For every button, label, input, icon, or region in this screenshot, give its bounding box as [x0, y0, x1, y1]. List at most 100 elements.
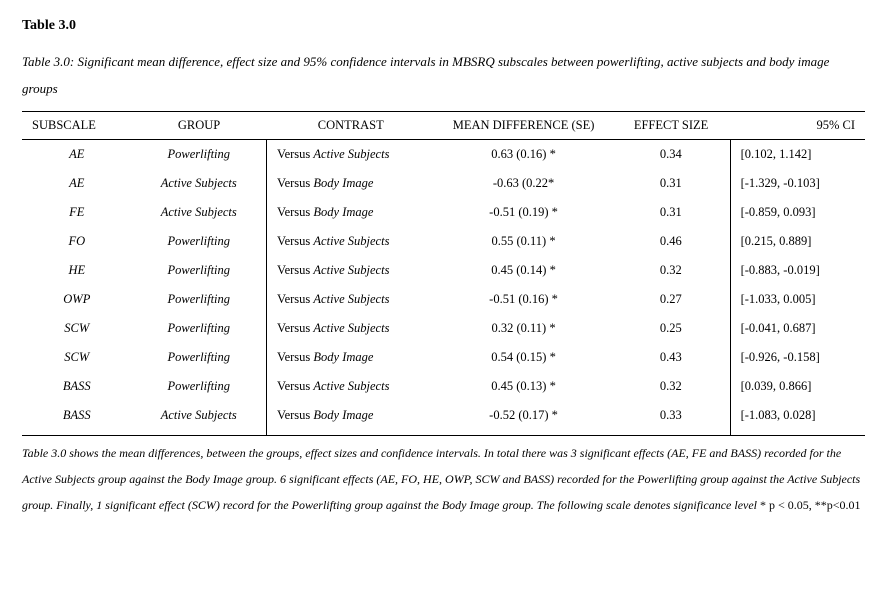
cell-mean-diff: -0.63 (0.22*: [435, 169, 612, 198]
cell-mean-diff: -0.51 (0.19) *: [435, 198, 612, 227]
contrast-versus: Versus: [277, 321, 313, 335]
cell-subscale: HE: [22, 256, 132, 285]
footnote-text: Table 3.0 shows the mean differences, be…: [22, 446, 860, 513]
cell-contrast: Versus Body Image: [266, 169, 435, 198]
cell-mean-diff: 0.55 (0.11) *: [435, 227, 612, 256]
contrast-target: Body Image: [313, 408, 373, 422]
cell-contrast: Versus Body Image: [266, 401, 435, 436]
contrast-target: Active Subjects: [313, 292, 389, 306]
contrast-target: Active Subjects: [313, 263, 389, 277]
cell-ci: [-0.883, -0.019]: [730, 256, 865, 285]
table-row: SCWPowerliftingVersus Body Image0.54 (0.…: [22, 343, 865, 372]
contrast-target: Active Subjects: [313, 379, 389, 393]
table-row: FEActive SubjectsVersus Body Image-0.51 …: [22, 198, 865, 227]
cell-effect-size: 0.32: [612, 256, 730, 285]
col-effect: EFFECT SIZE: [612, 111, 730, 139]
contrast-versus: Versus: [277, 263, 313, 277]
col-group: GROUP: [132, 111, 267, 139]
cell-ci: [0.215, 0.889]: [730, 227, 865, 256]
contrast-versus: Versus: [277, 350, 313, 364]
contrast-target: Body Image: [313, 205, 373, 219]
cell-mean-diff: 0.45 (0.14) *: [435, 256, 612, 285]
cell-subscale: FE: [22, 198, 132, 227]
contrast-versus: Versus: [277, 234, 313, 248]
table-row: AEPowerliftingVersus Active Subjects0.63…: [22, 139, 865, 169]
cell-effect-size: 0.31: [612, 198, 730, 227]
cell-effect-size: 0.32: [612, 372, 730, 401]
cell-contrast: Versus Active Subjects: [266, 314, 435, 343]
cell-mean-diff: 0.45 (0.13) *: [435, 372, 612, 401]
cell-subscale: BASS: [22, 372, 132, 401]
table-row: OWPPowerliftingVersus Active Subjects-0.…: [22, 285, 865, 314]
cell-contrast: Versus Active Subjects: [266, 372, 435, 401]
cell-contrast: Versus Active Subjects: [266, 285, 435, 314]
cell-ci: [-0.859, 0.093]: [730, 198, 865, 227]
table-caption: Table 3.0: Significant mean difference, …: [22, 48, 865, 103]
cell-group: Active Subjects: [132, 169, 267, 198]
contrast-versus: Versus: [277, 379, 313, 393]
footnote-significance: * p < 0.05, **p<0.01: [760, 498, 861, 512]
cell-effect-size: 0.34: [612, 139, 730, 169]
cell-ci: [-1.033, 0.005]: [730, 285, 865, 314]
cell-effect-size: 0.46: [612, 227, 730, 256]
table-header-row: SUBSCALE GROUP CONTRAST MEAN DIFFERENCE …: [22, 111, 865, 139]
cell-effect-size: 0.43: [612, 343, 730, 372]
cell-subscale: OWP: [22, 285, 132, 314]
contrast-versus: Versus: [277, 292, 313, 306]
cell-ci: [0.102, 1.142]: [730, 139, 865, 169]
cell-group: Active Subjects: [132, 198, 267, 227]
cell-group: Powerlifting: [132, 372, 267, 401]
cell-ci: [-0.041, 0.687]: [730, 314, 865, 343]
contrast-target: Active Subjects: [313, 234, 389, 248]
cell-group: Powerlifting: [132, 227, 267, 256]
contrast-versus: Versus: [277, 408, 313, 422]
cell-mean-diff: 0.54 (0.15) *: [435, 343, 612, 372]
cell-group: Powerlifting: [132, 343, 267, 372]
cell-subscale: AE: [22, 139, 132, 169]
cell-ci: [-0.926, -0.158]: [730, 343, 865, 372]
cell-mean-diff: 0.32 (0.11) *: [435, 314, 612, 343]
col-contrast: CONTRAST: [266, 111, 435, 139]
cell-group: Powerlifting: [132, 314, 267, 343]
cell-contrast: Versus Body Image: [266, 343, 435, 372]
table-footnote: Table 3.0 shows the mean differences, be…: [22, 440, 865, 519]
cell-effect-size: 0.31: [612, 169, 730, 198]
contrast-target: Active Subjects: [313, 147, 389, 161]
contrast-target: Active Subjects: [313, 321, 389, 335]
cell-effect-size: 0.27: [612, 285, 730, 314]
cell-group: Powerlifting: [132, 139, 267, 169]
table-row: HEPowerliftingVersus Active Subjects0.45…: [22, 256, 865, 285]
cell-effect-size: 0.25: [612, 314, 730, 343]
cell-subscale: BASS: [22, 401, 132, 436]
cell-contrast: Versus Body Image: [266, 198, 435, 227]
contrast-target: Body Image: [313, 350, 373, 364]
col-mean-diff: MEAN DIFFERENCE (SE): [435, 111, 612, 139]
contrast-target: Body Image: [313, 176, 373, 190]
cell-group: Powerlifting: [132, 256, 267, 285]
cell-group: Active Subjects: [132, 401, 267, 436]
cell-ci: [0.039, 0.866]: [730, 372, 865, 401]
col-ci: 95% CI: [730, 111, 865, 139]
cell-group: Powerlifting: [132, 285, 267, 314]
contrast-versus: Versus: [277, 147, 313, 161]
cell-effect-size: 0.33: [612, 401, 730, 436]
cell-ci: [-1.083, 0.028]: [730, 401, 865, 436]
table-row: FOPowerlifting Versus Active Subjects 0.55…: [22, 227, 865, 256]
results-table: SUBSCALE GROUP CONTRAST MEAN DIFFERENCE …: [22, 111, 865, 436]
cell-subscale: FO: [22, 227, 132, 256]
table-title: Table 3.0: [22, 18, 865, 34]
table-row: BASSActive SubjectsVersus Body Image-0.5…: [22, 401, 865, 436]
cell-mean-diff: -0.52 (0.17) *: [435, 401, 612, 436]
table-row: BASSPowerliftingVersus Active Subjects0.…: [22, 372, 865, 401]
contrast-versus: Versus: [277, 176, 313, 190]
cell-subscale: SCW: [22, 343, 132, 372]
cell-ci: [-1.329, -0.103]: [730, 169, 865, 198]
table-row: SCWPowerliftingVersus Active Subjects0.3…: [22, 314, 865, 343]
col-subscale: SUBSCALE: [22, 111, 132, 139]
cell-contrast: Versus Active Subjects: [266, 256, 435, 285]
cell-subscale: SCW: [22, 314, 132, 343]
cell-contrast: Versus Active Subjects: [266, 139, 435, 169]
cell-mean-diff: -0.51 (0.16) *: [435, 285, 612, 314]
cell-mean-diff: 0.63 (0.16) *: [435, 139, 612, 169]
cell-subscale: AE: [22, 169, 132, 198]
